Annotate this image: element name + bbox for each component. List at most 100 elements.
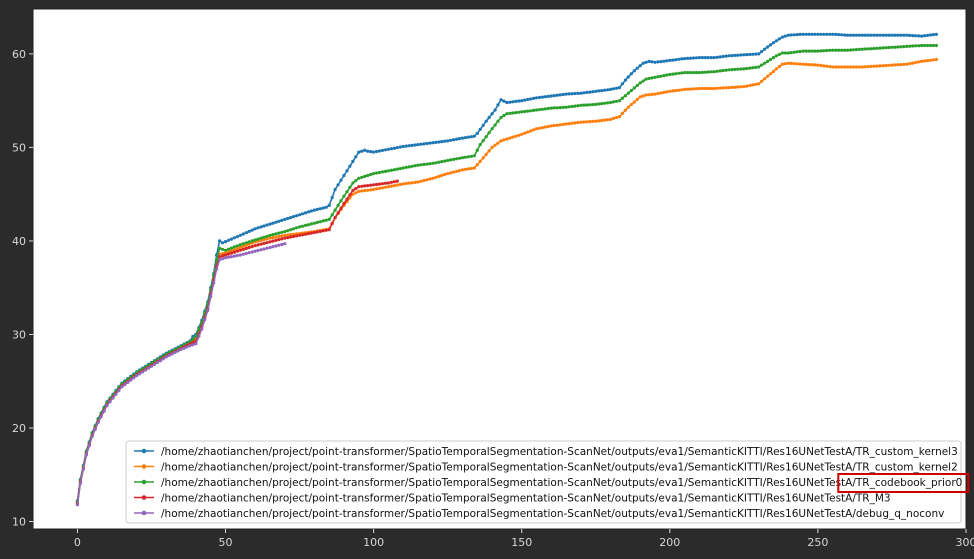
- data-point: [754, 82, 758, 86]
- data-point: [90, 434, 94, 438]
- legend-entry-0: /home/zhaotianchen/project/point-transfo…: [161, 446, 958, 458]
- data-point: [306, 232, 311, 236]
- data-point: [831, 65, 835, 69]
- data-point: [922, 59, 927, 63]
- data-point: [893, 45, 897, 49]
- data-point: [656, 75, 660, 79]
- data-point: [700, 86, 705, 91]
- data-point: [268, 240, 272, 244]
- data-point: [902, 33, 906, 37]
- data-point: [223, 256, 228, 260]
- data-point: [783, 34, 787, 38]
- data-point: [730, 85, 734, 89]
- data-point: [558, 93, 562, 97]
- data-point: [277, 219, 281, 223]
- data-point: [902, 45, 906, 49]
- data-point: [286, 236, 290, 240]
- data-point: [582, 103, 586, 107]
- data-point: [324, 228, 328, 232]
- data-point: [606, 101, 610, 105]
- data-point: [863, 47, 867, 51]
- data-point: [244, 241, 248, 245]
- data-point: [283, 242, 287, 246]
- data-point: [256, 237, 260, 241]
- data-point: [905, 33, 909, 37]
- data-point: [863, 65, 867, 69]
- data-point: [603, 101, 607, 105]
- data-point: [318, 207, 322, 211]
- data-point: [632, 100, 636, 104]
- data-point: [866, 47, 870, 51]
- data-point: [774, 39, 779, 43]
- data-point: [472, 166, 476, 170]
- data-point: [280, 242, 284, 247]
- data-point: [377, 170, 382, 175]
- data-point: [532, 108, 536, 112]
- data-point: [247, 251, 251, 255]
- data-point: [653, 75, 657, 79]
- x-axis: 0 50 100 150 200 250 300: [74, 529, 974, 549]
- data-point: [333, 187, 337, 192]
- data-point: [188, 344, 192, 348]
- data-point: [884, 46, 888, 50]
- data-point: [253, 249, 257, 253]
- data-point: [706, 70, 710, 74]
- data-point: [238, 248, 242, 252]
- data-point: [819, 63, 823, 68]
- data-point: [250, 228, 254, 232]
- data-point: [487, 149, 491, 153]
- data-point: [425, 178, 429, 182]
- data-point: [878, 64, 882, 68]
- data-point: [789, 61, 793, 65]
- data-point: [404, 144, 408, 148]
- data-point: [816, 32, 820, 36]
- data-point: [736, 85, 740, 89]
- data-point: [641, 94, 645, 98]
- data-point: [697, 86, 702, 91]
- data-point: [366, 173, 370, 178]
- data-point: [925, 43, 930, 48]
- data-point: [280, 237, 284, 241]
- data-point: [540, 107, 545, 111]
- data-point: [523, 109, 527, 114]
- data-point: [369, 183, 373, 187]
- data-point: [908, 62, 912, 66]
- data-point: [869, 33, 873, 37]
- data-point: [700, 56, 705, 60]
- data-point: [872, 64, 876, 68]
- data-point: [751, 83, 755, 87]
- data-point: [463, 155, 467, 159]
- data-point: [457, 137, 462, 141]
- data-point: [357, 150, 361, 154]
- data-point: [380, 182, 385, 186]
- data-point: [691, 56, 696, 60]
- data-point: [890, 33, 894, 37]
- data-point: [514, 134, 518, 138]
- data-point: [93, 427, 97, 431]
- data-point: [369, 150, 373, 154]
- data-point: [650, 76, 654, 80]
- data-point: [283, 217, 287, 221]
- data-point: [617, 115, 622, 119]
- data-point: [851, 48, 856, 52]
- data-point: [182, 346, 186, 350]
- data-point: [280, 218, 284, 222]
- data-point: [674, 58, 678, 62]
- data-point: [472, 154, 476, 158]
- data-point: [410, 181, 414, 185]
- data-point: [366, 149, 370, 153]
- data-point: [452, 138, 456, 142]
- data-point: [925, 33, 930, 38]
- data-point: [561, 92, 565, 97]
- data-point: [392, 146, 396, 150]
- data-point: [250, 245, 254, 249]
- data-point: [321, 206, 325, 210]
- data-point: [813, 63, 817, 67]
- data-point: [152, 362, 156, 366]
- data-point: [493, 108, 497, 112]
- data-point: [268, 222, 272, 226]
- data-point: [218, 239, 222, 243]
- data-point: [363, 189, 367, 193]
- data-point: [777, 37, 782, 41]
- data-point: [366, 184, 370, 188]
